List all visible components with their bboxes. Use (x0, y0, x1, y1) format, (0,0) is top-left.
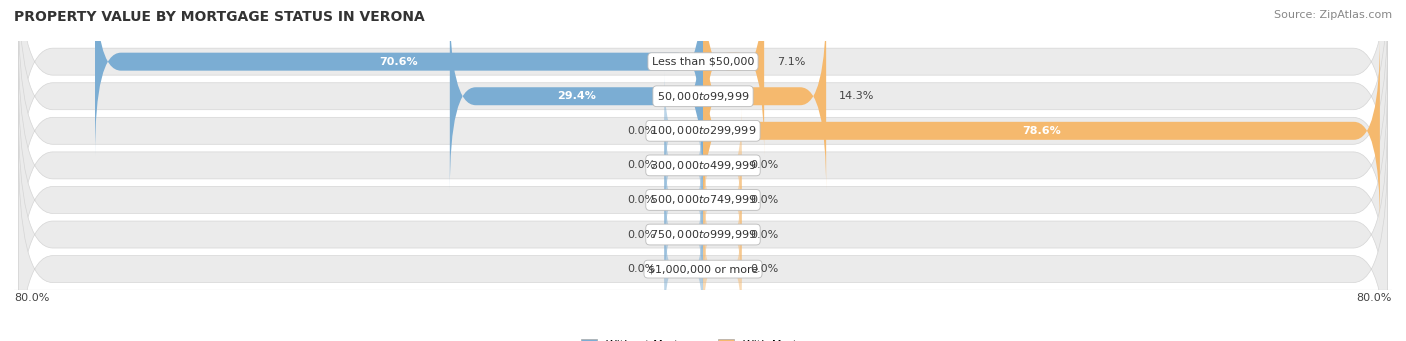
Text: 78.6%: 78.6% (1022, 126, 1060, 136)
FancyBboxPatch shape (703, 140, 742, 260)
FancyBboxPatch shape (703, 209, 742, 329)
Text: 0.0%: 0.0% (627, 264, 655, 274)
Text: 29.4%: 29.4% (557, 91, 596, 101)
FancyBboxPatch shape (664, 71, 703, 191)
Text: 0.0%: 0.0% (751, 195, 779, 205)
Text: $50,000 to $99,999: $50,000 to $99,999 (657, 90, 749, 103)
FancyBboxPatch shape (664, 140, 703, 260)
FancyBboxPatch shape (18, 0, 1388, 221)
Text: PROPERTY VALUE BY MORTGAGE STATUS IN VERONA: PROPERTY VALUE BY MORTGAGE STATUS IN VER… (14, 10, 425, 24)
FancyBboxPatch shape (664, 209, 703, 329)
Text: 80.0%: 80.0% (1357, 293, 1392, 302)
Text: 0.0%: 0.0% (627, 195, 655, 205)
FancyBboxPatch shape (18, 41, 1388, 290)
Legend: Without Mortgage, With Mortgage: Without Mortgage, With Mortgage (576, 335, 830, 341)
Text: 0.0%: 0.0% (751, 229, 779, 239)
FancyBboxPatch shape (703, 105, 742, 225)
FancyBboxPatch shape (18, 75, 1388, 325)
Text: 70.6%: 70.6% (380, 57, 419, 66)
Text: Less than $50,000: Less than $50,000 (652, 57, 754, 66)
FancyBboxPatch shape (703, 36, 1379, 225)
FancyBboxPatch shape (664, 174, 703, 295)
FancyBboxPatch shape (18, 144, 1388, 341)
Text: Source: ZipAtlas.com: Source: ZipAtlas.com (1274, 10, 1392, 20)
Text: $1,000,000 or more: $1,000,000 or more (648, 264, 758, 274)
Text: 0.0%: 0.0% (627, 229, 655, 239)
Text: 0.0%: 0.0% (627, 160, 655, 170)
Text: $300,000 to $499,999: $300,000 to $499,999 (650, 159, 756, 172)
Text: 0.0%: 0.0% (751, 264, 779, 274)
Text: $100,000 to $299,999: $100,000 to $299,999 (650, 124, 756, 137)
FancyBboxPatch shape (18, 110, 1388, 341)
Text: 0.0%: 0.0% (751, 160, 779, 170)
FancyBboxPatch shape (703, 0, 763, 157)
FancyBboxPatch shape (96, 0, 703, 157)
Text: 0.0%: 0.0% (627, 126, 655, 136)
FancyBboxPatch shape (664, 105, 703, 225)
FancyBboxPatch shape (703, 174, 742, 295)
FancyBboxPatch shape (450, 1, 703, 191)
FancyBboxPatch shape (18, 6, 1388, 256)
FancyBboxPatch shape (703, 1, 827, 191)
Text: 80.0%: 80.0% (14, 293, 49, 302)
Text: 14.3%: 14.3% (839, 91, 875, 101)
Text: 7.1%: 7.1% (778, 57, 806, 66)
Text: $500,000 to $749,999: $500,000 to $749,999 (650, 193, 756, 206)
FancyBboxPatch shape (18, 0, 1388, 187)
Text: $750,000 to $999,999: $750,000 to $999,999 (650, 228, 756, 241)
